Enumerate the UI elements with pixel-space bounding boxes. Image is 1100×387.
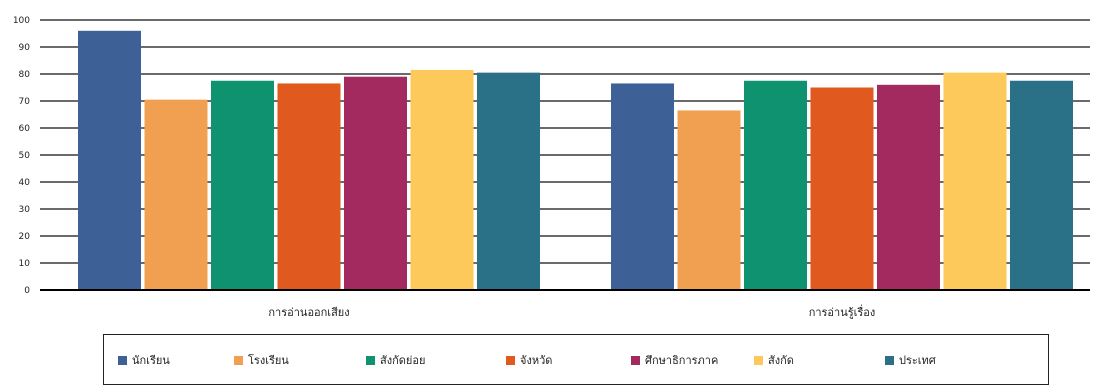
- y-axis-ticks: 0 10 20 30 40 50 60 70 80 90 100: [13, 16, 30, 296]
- legend-item: ประเทศ: [885, 353, 936, 367]
- x-category-label: การอ่านออกเสียง: [268, 306, 349, 319]
- legend-label: สังกัด: [768, 354, 794, 367]
- legend-swatch: [754, 355, 763, 365]
- legend-label: ศึกษาธิการภาค: [645, 354, 719, 367]
- legend-label: โรงเรียน: [248, 354, 289, 367]
- y-tick-label: 40: [19, 178, 31, 188]
- legend-label: นักเรียน: [132, 354, 170, 367]
- legend-item: ศึกษาธิการภาค: [631, 353, 718, 367]
- legend-swatch: [631, 355, 640, 365]
- y-tick-label: 80: [19, 70, 31, 80]
- legend-item: สังกัด: [754, 353, 794, 367]
- y-tick-label: 70: [19, 97, 31, 107]
- bar: [810, 87, 874, 290]
- y-tick-label: 20: [19, 232, 31, 242]
- bar: [677, 110, 741, 290]
- legend-swatch: [885, 355, 894, 365]
- y-tick-label: 60: [19, 124, 31, 134]
- x-category-label: การอ่านรู้เรื่อง: [809, 304, 876, 319]
- bar: [410, 69, 474, 290]
- legend-label: จังหวัด: [520, 354, 553, 367]
- bar: [344, 76, 407, 290]
- legend-swatch: [366, 355, 375, 365]
- y-tick-label: 90: [19, 43, 31, 53]
- legend-item: โรงเรียน: [234, 353, 289, 367]
- y-tick-label: 0: [24, 286, 30, 296]
- legend-item: สังกัดย่อย: [366, 353, 425, 367]
- y-tick-label: 50: [19, 151, 31, 161]
- legend-label: ประเทศ: [899, 354, 936, 367]
- bar: [744, 80, 807, 290]
- legend-item: นักเรียน: [118, 353, 170, 367]
- bar: [211, 80, 274, 290]
- legend-swatch: [118, 355, 127, 365]
- y-tick-label: 30: [19, 205, 31, 215]
- legend-swatch: [234, 355, 243, 365]
- bars: [78, 30, 1073, 291]
- bar: [943, 72, 1007, 291]
- bar: [877, 84, 940, 290]
- bar: [78, 30, 141, 291]
- legend-swatch: [506, 355, 515, 365]
- bar: [477, 72, 540, 291]
- y-tick-label: 10: [19, 259, 31, 269]
- bar: [611, 83, 674, 290]
- bar: [144, 99, 208, 291]
- x-axis-labels: การอ่านออกเสียง การอ่านรู้เรื่อง: [268, 304, 875, 319]
- bar: [1010, 80, 1073, 290]
- legend: นักเรียน โรงเรียน สังกัดย่อย จังหวัด ศึกษาธิ…: [103, 334, 1049, 385]
- legend-label: สังกัดย่อย: [380, 354, 426, 367]
- legend-item: จังหวัด: [506, 353, 552, 367]
- bar: [277, 83, 341, 290]
- y-tick-label: 100: [13, 16, 30, 26]
